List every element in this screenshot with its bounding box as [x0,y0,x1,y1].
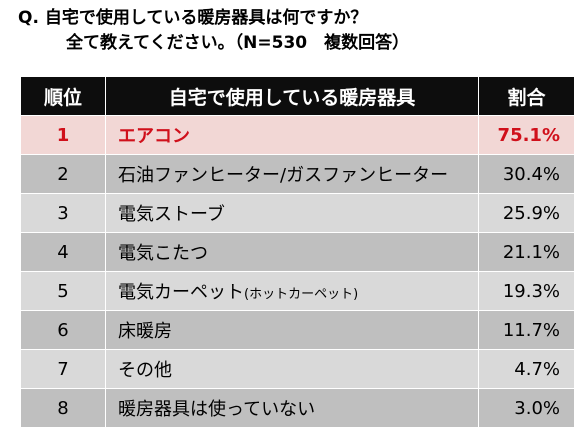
table-row: 6 床暖房 11.7% [20,310,575,350]
item-label: 電気ストーブ [118,204,225,225]
share-cell: 3.0% [478,388,575,428]
item-cell: 電気カーペット(ホットカーペット) [105,271,479,311]
ranking-table: 順位 自宅で使用している暖房器具 割合 1 エアコン 75.1% 2 石油ファン… [20,76,575,428]
share-cell: 11.7% [478,310,575,350]
item-cell: 床暖房 [105,310,479,350]
rank-cell: 8 [20,388,106,428]
share-cell: 21.1% [478,232,575,272]
item-cell: エアコン [105,115,479,155]
rank-cell: 2 [20,154,106,194]
share-cell: 30.4% [478,154,575,194]
header-share: 割合 [478,76,575,116]
table-header-row: 順位 自宅で使用している暖房器具 割合 [20,76,575,116]
item-cell: 暖房器具は使っていない [105,388,479,428]
item-label: その他 [118,360,172,381]
rank-cell: 4 [20,232,106,272]
item-note: (ホットカーペット) [244,287,359,302]
item-label: エアコン [118,126,190,147]
rank-cell: 7 [20,349,106,389]
rank-cell: 6 [20,310,106,350]
rank-cell: 3 [20,193,106,233]
table-row: 5 電気カーペット(ホットカーペット) 19.3% [20,271,575,311]
item-cell: 電気ストーブ [105,193,479,233]
header-rank: 順位 [20,76,106,116]
share-cell: 19.3% [478,271,575,311]
table-row: 4 電気こたつ 21.1% [20,232,575,272]
item-label: 電気こたつ [118,243,208,264]
table-row: 1 エアコン 75.1% [20,115,575,155]
table-row: 8 暖房器具は使っていない 3.0% [20,388,575,428]
table-row: 2 石油ファンヒーター/ガスファンヒーター 30.4% [20,154,575,194]
item-cell: 石油ファンヒーター/ガスファンヒーター [105,154,479,194]
item-label: 電気カーペット [118,282,244,303]
share-cell: 4.7% [478,349,575,389]
item-label: 床暖房 [118,321,172,342]
item-cell: その他 [105,349,479,389]
table-row: 7 その他 4.7% [20,349,575,389]
table-row: 3 電気ストーブ 25.9% [20,193,575,233]
item-label: 石油ファンヒーター/ガスファンヒーター [118,165,449,186]
share-cell: 75.1% [478,115,575,155]
item-label: 暖房器具は使っていない [118,399,316,420]
rank-cell: 5 [20,271,106,311]
rank-cell: 1 [20,115,106,155]
item-cell: 電気こたつ [105,232,479,272]
question-block: Q. 自宅で使用している暖房器具は何ですか？ 全て教えてください。（N=530 … [18,6,578,56]
question-line-1: Q. 自宅で使用している暖房器具は何ですか？ [18,8,368,28]
question-line-2: 全て教えてください。（N=530 複数回答） [66,33,410,53]
header-item: 自宅で使用している暖房器具 [105,76,479,116]
share-cell: 25.9% [478,193,575,233]
